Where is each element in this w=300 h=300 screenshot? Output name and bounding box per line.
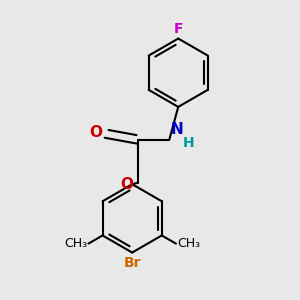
Text: O: O [121,177,134,192]
Text: O: O [89,125,102,140]
Text: H: H [183,136,194,150]
Text: Br: Br [123,256,141,269]
Text: F: F [173,22,183,36]
Text: N: N [171,122,184,137]
Text: CH₃: CH₃ [177,237,200,250]
Text: CH₃: CH₃ [64,237,87,250]
